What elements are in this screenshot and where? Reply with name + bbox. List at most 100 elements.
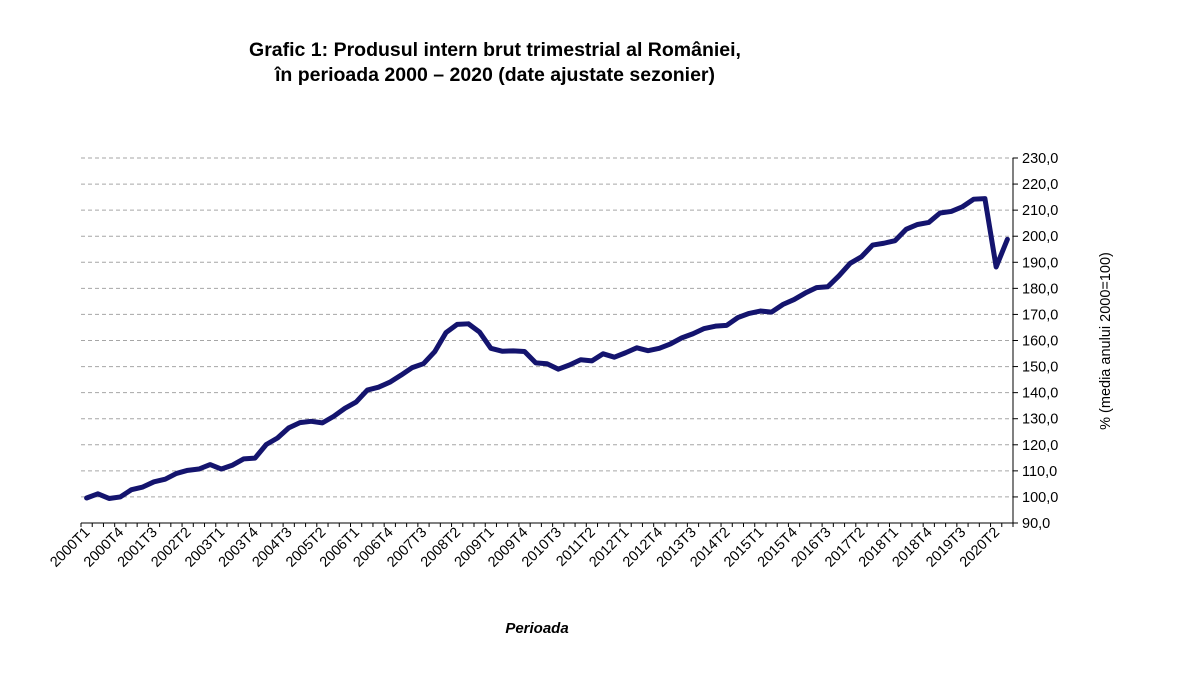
data-point bbox=[882, 241, 886, 245]
y-tick-label: 160,0 bbox=[1022, 334, 1058, 350]
gridlines bbox=[81, 157, 1013, 498]
data-point bbox=[859, 255, 863, 259]
data-point bbox=[287, 426, 291, 430]
data-point bbox=[174, 471, 178, 475]
chart-title-line-2: în perioada 2000 – 2020 (date ajustate s… bbox=[274, 64, 716, 86]
data-point bbox=[871, 243, 875, 247]
y-tick-label: 90,0 bbox=[1022, 516, 1050, 532]
data-point bbox=[713, 324, 717, 328]
data-point bbox=[276, 436, 280, 440]
data-point bbox=[837, 274, 841, 278]
data-point bbox=[410, 366, 414, 370]
y-tick-label: 220,0 bbox=[1022, 177, 1058, 193]
data-point bbox=[669, 342, 673, 346]
axes bbox=[80, 157, 1018, 527]
data-point bbox=[826, 285, 830, 289]
data-point bbox=[231, 463, 235, 467]
data-point bbox=[702, 327, 706, 331]
data-point bbox=[253, 456, 257, 460]
data-point bbox=[130, 488, 134, 492]
data-point bbox=[848, 261, 852, 265]
data-point bbox=[814, 286, 818, 290]
data-point bbox=[770, 310, 774, 314]
data-point bbox=[478, 330, 482, 334]
data-point bbox=[983, 197, 987, 201]
data-point bbox=[107, 496, 111, 500]
data-point bbox=[904, 227, 908, 231]
data-point bbox=[601, 352, 605, 356]
data-point bbox=[691, 332, 695, 336]
data-point bbox=[1005, 237, 1009, 241]
y-axis-label: % (media anului 2000=100) bbox=[1098, 252, 1114, 430]
data-point bbox=[545, 362, 549, 366]
data-point bbox=[444, 331, 448, 335]
y-tick-label: 230,0 bbox=[1022, 151, 1058, 167]
data-point bbox=[377, 385, 381, 389]
data-point bbox=[949, 209, 953, 213]
data-point bbox=[657, 346, 661, 350]
data-point bbox=[455, 322, 459, 326]
y-tick-label: 140,0 bbox=[1022, 386, 1058, 402]
y-tick-labels: 90,0 100,0 110,0 120,0 130,0 140,0 150,0 160,0 1… bbox=[1022, 151, 1058, 532]
chart-title-line-1: Grafic 1: Produsul intern brut trimestri… bbox=[249, 39, 741, 61]
y-tick-label: 200,0 bbox=[1022, 229, 1058, 245]
data-point bbox=[612, 355, 616, 359]
chart-title: Grafic 1: Produsul intern brut trimestri… bbox=[95, 38, 895, 88]
data-point bbox=[309, 419, 313, 423]
data-point bbox=[736, 316, 740, 320]
data-point bbox=[893, 239, 897, 243]
data-point bbox=[343, 406, 347, 410]
data-point bbox=[792, 298, 796, 302]
data-point bbox=[85, 496, 89, 500]
data-point bbox=[916, 222, 920, 226]
y-tick-label: 130,0 bbox=[1022, 412, 1058, 428]
y-tick-label: 210,0 bbox=[1022, 203, 1058, 219]
data-point bbox=[421, 362, 425, 366]
series-line bbox=[84, 196, 1010, 501]
data-point bbox=[646, 349, 650, 353]
data-point bbox=[332, 414, 336, 418]
y-tick-label: 170,0 bbox=[1022, 307, 1058, 323]
data-point bbox=[186, 468, 190, 472]
data-point bbox=[635, 346, 639, 350]
y-tick-label: 190,0 bbox=[1022, 255, 1058, 271]
data-point bbox=[433, 350, 437, 354]
y-tick-label: 120,0 bbox=[1022, 438, 1058, 454]
data-point bbox=[264, 443, 268, 447]
y-tick-label: 180,0 bbox=[1022, 281, 1058, 297]
data-point bbox=[803, 291, 807, 295]
y-tick-label: 100,0 bbox=[1022, 490, 1058, 506]
data-point bbox=[466, 322, 470, 326]
data-point bbox=[556, 367, 560, 371]
data-point bbox=[511, 349, 515, 353]
data-point bbox=[388, 380, 392, 384]
data-point bbox=[219, 467, 223, 471]
data-point bbox=[141, 485, 145, 489]
data-point bbox=[680, 336, 684, 340]
data-point bbox=[152, 480, 156, 484]
data-point bbox=[567, 363, 571, 367]
data-point bbox=[298, 421, 302, 425]
y-tick-label: 110,0 bbox=[1022, 464, 1057, 480]
data-point bbox=[163, 477, 167, 481]
data-point bbox=[500, 349, 504, 353]
x-axis-label: Perioada bbox=[505, 620, 568, 637]
y-tick-label: 150,0 bbox=[1022, 360, 1058, 376]
data-point bbox=[523, 349, 527, 353]
data-point bbox=[994, 265, 998, 269]
data-point bbox=[972, 197, 976, 201]
series-layer bbox=[84, 196, 1010, 501]
data-point bbox=[579, 358, 583, 362]
x-tick-labels: 2000T12000T42001T32002T22003T12003T42004… bbox=[47, 525, 1003, 571]
data-point bbox=[758, 309, 762, 313]
data-point bbox=[624, 351, 628, 355]
data-point bbox=[118, 495, 122, 499]
data-point bbox=[960, 205, 964, 209]
data-point bbox=[96, 492, 100, 496]
data-point bbox=[927, 220, 931, 224]
data-point bbox=[781, 303, 785, 307]
data-point bbox=[938, 211, 942, 215]
data-point bbox=[534, 361, 538, 365]
data-point bbox=[489, 346, 493, 350]
